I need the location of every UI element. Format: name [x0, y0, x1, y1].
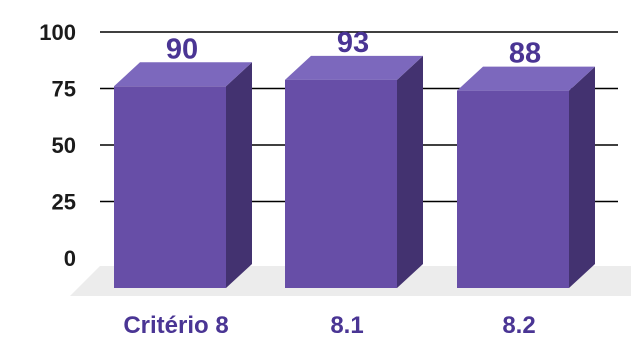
bar-top — [457, 66, 595, 91]
bar-top — [285, 55, 423, 80]
category-label: 8.1 — [330, 312, 363, 339]
y-tick-label: 75 — [52, 77, 76, 102]
bar-top — [114, 62, 252, 87]
category-label: Critério 8 — [123, 312, 228, 339]
bar — [457, 66, 595, 288]
data-label: 90 — [166, 33, 198, 65]
y-tick-label: 100 — [39, 20, 76, 45]
bar-front — [114, 86, 226, 288]
bar — [114, 62, 252, 289]
bar-side — [569, 66, 595, 288]
bar-front — [457, 90, 569, 288]
bar — [285, 55, 423, 288]
data-label: 88 — [509, 38, 541, 70]
bar-front — [285, 79, 397, 288]
bar-side — [397, 55, 423, 288]
y-tick-label: 0 — [64, 246, 76, 271]
y-tick-label: 50 — [52, 133, 76, 158]
y-tick-label: 25 — [52, 190, 76, 215]
bar-side — [226, 62, 252, 289]
category-label: 8.2 — [502, 312, 535, 339]
data-label: 93 — [337, 27, 369, 59]
